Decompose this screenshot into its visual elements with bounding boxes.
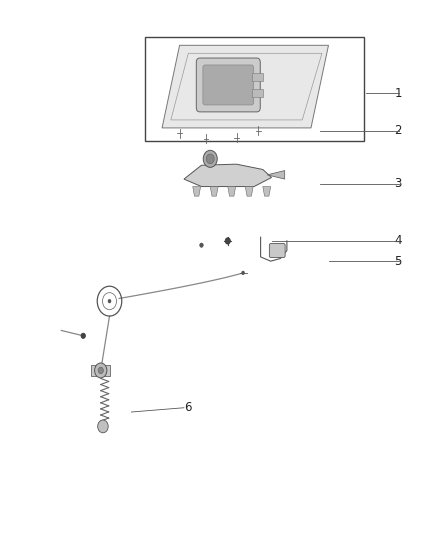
Circle shape — [241, 271, 245, 275]
Text: 4: 4 — [394, 235, 402, 247]
Polygon shape — [228, 187, 236, 196]
Polygon shape — [263, 187, 271, 196]
Polygon shape — [184, 164, 272, 187]
Circle shape — [95, 363, 107, 378]
Circle shape — [225, 238, 230, 244]
Circle shape — [200, 243, 203, 247]
FancyBboxPatch shape — [269, 244, 285, 257]
Polygon shape — [91, 365, 110, 376]
Bar — [252, 88, 263, 97]
Polygon shape — [210, 187, 218, 196]
Circle shape — [98, 367, 103, 374]
Polygon shape — [245, 187, 253, 196]
Bar — [145, 37, 364, 141]
Bar — [252, 72, 263, 81]
Text: 3: 3 — [394, 177, 402, 190]
Text: 1: 1 — [394, 87, 402, 100]
Circle shape — [98, 420, 108, 433]
Text: 6: 6 — [184, 401, 191, 414]
Circle shape — [81, 333, 85, 338]
FancyBboxPatch shape — [203, 65, 254, 105]
Text: 2: 2 — [394, 124, 402, 137]
Circle shape — [203, 150, 217, 167]
FancyBboxPatch shape — [196, 58, 260, 112]
Text: 5: 5 — [394, 255, 402, 268]
Polygon shape — [162, 45, 328, 128]
Polygon shape — [267, 171, 285, 179]
Circle shape — [206, 154, 214, 164]
Circle shape — [108, 299, 111, 303]
Polygon shape — [193, 187, 201, 196]
